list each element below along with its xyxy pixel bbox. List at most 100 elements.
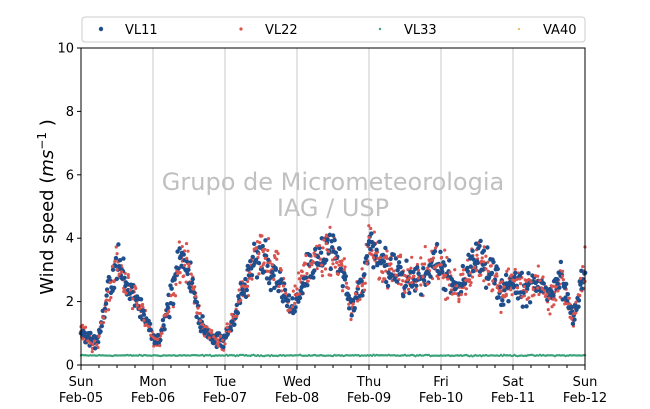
point-vl22 (347, 302, 351, 306)
point-vl22 (399, 282, 403, 287)
point-vl22 (398, 253, 403, 257)
point-vl22 (321, 246, 325, 250)
day-gridlines (152, 48, 514, 365)
point-vl22 (126, 275, 130, 280)
point-vl11 (396, 260, 402, 265)
point-vl22 (101, 316, 106, 320)
point-vl11 (513, 270, 518, 276)
point-vl11 (290, 296, 295, 301)
point-vl11 (478, 238, 483, 244)
point-vl11 (570, 321, 576, 326)
point-vl11 (442, 263, 447, 268)
point-vl11 (368, 247, 373, 252)
point-vl22 (225, 325, 229, 330)
point-vl11 (565, 292, 570, 297)
point-vl11 (268, 287, 274, 293)
point-vl11 (148, 327, 153, 333)
point-vl11 (165, 305, 171, 310)
point-vl22 (470, 275, 475, 279)
point-vl22 (448, 270, 452, 274)
point-vl11 (562, 285, 568, 290)
point-vl22 (189, 272, 193, 276)
point-vl22 (556, 289, 560, 293)
x-tick-day-3: Wed (283, 375, 311, 390)
point-vl11 (340, 283, 345, 289)
point-vl22 (410, 255, 414, 259)
point-vl22 (155, 337, 160, 342)
point-vl22 (185, 256, 189, 260)
point-vl11 (369, 231, 374, 236)
point-vl11 (579, 286, 585, 291)
point-vl22 (581, 265, 585, 269)
point-vl11 (82, 330, 87, 335)
point-vl11 (158, 337, 163, 343)
point-vl22 (461, 272, 465, 276)
point-vl11 (399, 270, 405, 275)
point-vl11 (518, 290, 523, 295)
point-vl22 (126, 273, 130, 277)
point-vl11 (113, 263, 118, 269)
point-vl11 (374, 247, 379, 253)
point-vl22 (317, 243, 322, 248)
point-vl11 (486, 275, 492, 280)
x-tick-date-1: Feb-06 (131, 391, 175, 406)
point-vl22 (430, 258, 434, 262)
point-vl11 (498, 284, 503, 290)
point-vl11 (443, 287, 448, 293)
point-vl22 (546, 307, 550, 312)
point-vl22 (167, 310, 171, 314)
point-vl11 (377, 239, 382, 245)
point-vl22 (320, 274, 325, 278)
point-vl11 (92, 346, 98, 351)
point-vl22 (520, 295, 524, 299)
point-vl22 (281, 284, 286, 288)
point-vl22 (457, 297, 461, 301)
point-vl22 (277, 284, 281, 289)
point-vl22 (446, 296, 450, 300)
point-vl11 (125, 281, 130, 287)
point-vl22 (261, 263, 265, 267)
point-vl11 (260, 243, 265, 249)
point-vl22 (340, 263, 344, 268)
point-vl22 (452, 291, 457, 296)
x-tick-date-2: Feb-07 (203, 391, 247, 406)
point-vl22 (223, 342, 227, 346)
point-vl22 (331, 262, 335, 266)
point-vl11 (300, 290, 305, 296)
point-vl22 (144, 322, 148, 326)
point-vl22 (518, 281, 523, 286)
point-vl11 (501, 302, 506, 307)
point-vl22 (324, 241, 328, 246)
point-vl11 (418, 292, 424, 297)
point-vl22 (276, 252, 280, 256)
point-vl22 (305, 271, 309, 276)
point-vl11 (346, 293, 351, 298)
point-vl22 (342, 257, 346, 261)
point-vl22 (237, 288, 241, 292)
point-vl22 (552, 303, 556, 307)
point-vl22 (487, 282, 491, 286)
point-vl22 (360, 267, 364, 271)
point-vl22 (266, 236, 271, 241)
point-vl22 (576, 293, 580, 297)
point-vl22 (86, 339, 90, 343)
point-vl22 (326, 249, 331, 254)
point-vl22 (536, 286, 540, 290)
point-vl22 (209, 331, 214, 335)
point-vl22 (299, 269, 304, 273)
point-vl11 (99, 323, 105, 329)
y-tick-label-0: 0 (66, 359, 74, 374)
point-vl11 (385, 283, 391, 289)
point-vl22 (486, 269, 490, 273)
point-vl22 (254, 246, 259, 251)
point-vl22 (230, 312, 234, 316)
point-vl22 (124, 291, 128, 295)
point-vl22 (104, 309, 108, 313)
legend-marker-vl22 (239, 27, 243, 31)
point-vl11 (184, 258, 189, 264)
point-vl11 (263, 238, 268, 243)
point-vl22 (425, 282, 430, 286)
point-vl11 (447, 258, 452, 263)
point-vl22 (272, 254, 277, 258)
point-vl22 (518, 277, 522, 281)
